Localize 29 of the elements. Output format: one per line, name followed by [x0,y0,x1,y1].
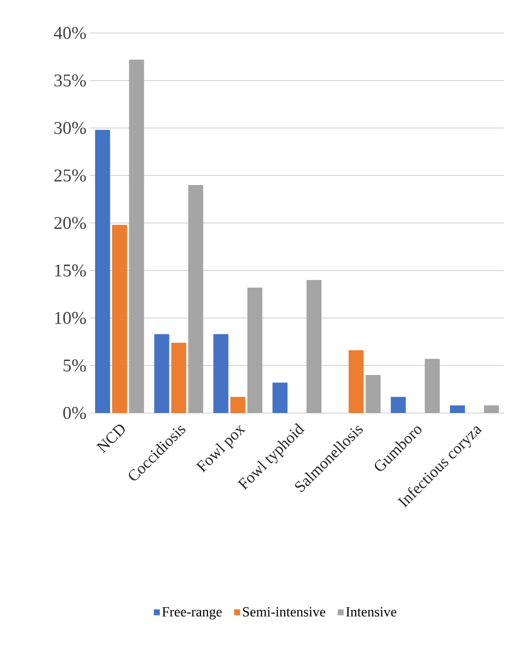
bar [366,375,381,413]
bar [424,358,440,413]
bar [213,334,228,413]
bar [348,350,364,413]
bar [95,130,110,413]
bar [154,334,170,413]
bar [306,280,322,413]
bar [450,405,465,413]
bar [230,396,246,413]
bar [129,60,144,413]
y-tick-label: 20% [54,216,86,230]
y-tick-label: 35% [54,74,86,87]
y-tick-label: 0% [63,406,86,420]
y-tick-label: 40% [54,26,86,40]
bar [247,288,262,413]
legend-label: Semi-intensive [243,607,326,617]
legend-label: Intensive [346,607,396,617]
bar [171,342,186,413]
y-tick-label: 5% [64,359,86,372]
bar [272,382,288,413]
bar [390,396,406,413]
bar [484,405,499,413]
bar [188,185,204,413]
legend-label: Free-range [162,607,222,620]
y-tick-label: 15% [55,264,86,277]
bar [112,224,128,413]
y-tick-label: 10% [55,312,86,324]
y-tick-label: 30% [54,122,86,134]
y-tick-label: 25% [54,169,86,182]
